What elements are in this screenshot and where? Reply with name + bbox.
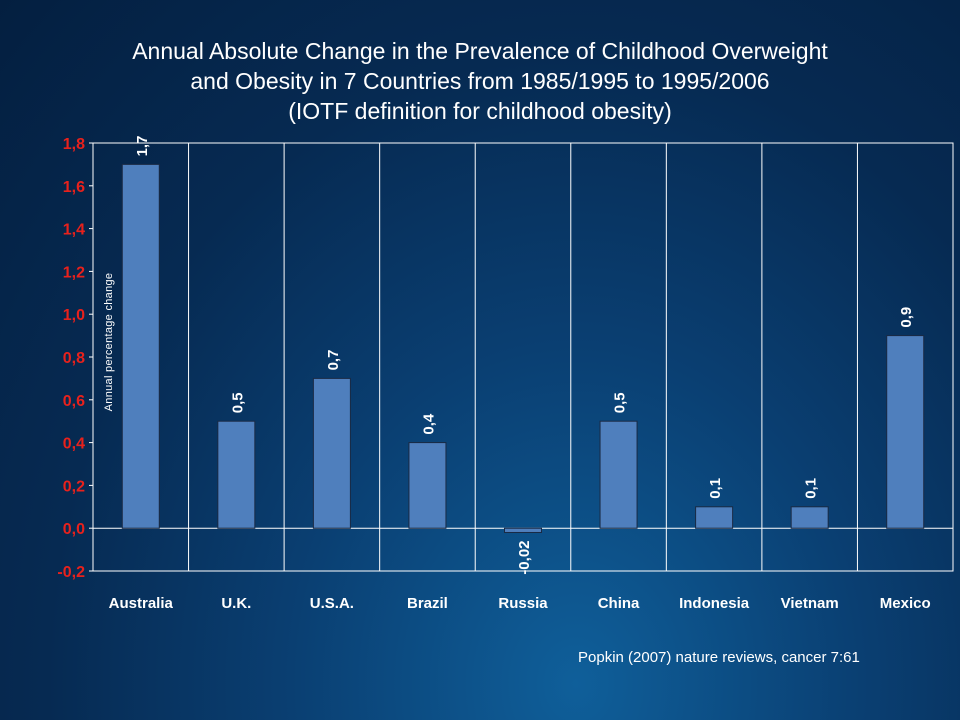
- bar-mexico: [886, 335, 925, 529]
- chart-title: Annual Absolute Change in the Prevalence…: [30, 36, 930, 126]
- y-tick-label: 1,4: [63, 222, 85, 239]
- bar-uk: [217, 420, 256, 529]
- y-tick-label: 0,0: [63, 521, 85, 538]
- value-label: 0,9: [898, 307, 915, 328]
- y-tick-label: 0,4: [63, 436, 85, 453]
- x-tick-label: Vietnam: [781, 595, 839, 612]
- bar-russia: [504, 527, 542, 533]
- y-axis-label: Annual percentage change: [103, 272, 115, 412]
- y-tick-label: 1,8: [63, 136, 85, 153]
- y-tick-label: 1,2: [63, 264, 85, 281]
- x-tick-label: Russia: [498, 595, 548, 612]
- x-tick-label: Brazil: [407, 595, 448, 612]
- value-label: 0,4: [420, 413, 437, 435]
- chart-title-line-2: and Obesity in 7 Countries from 1985/199…: [190, 68, 770, 94]
- value-label: 0,1: [803, 478, 820, 499]
- bar-vietnam: [790, 506, 829, 529]
- x-tick-label: U.K.: [221, 595, 251, 612]
- bar-australia: [121, 163, 160, 529]
- bar-china: [599, 420, 638, 529]
- x-tick-label: Australia: [109, 595, 174, 612]
- value-label: 0,1: [707, 478, 724, 499]
- bar-usa: [312, 377, 351, 529]
- y-tick-label: 0,2: [63, 478, 85, 495]
- y-tick-label: -0,2: [57, 564, 85, 581]
- x-tick-label: China: [598, 595, 640, 612]
- x-tick-label: Indonesia: [679, 595, 750, 612]
- y-tick-label: 0,6: [63, 393, 85, 410]
- chart-title-line-1: Annual Absolute Change in the Prevalence…: [132, 38, 828, 64]
- value-label: 1,7: [134, 136, 151, 157]
- bar-brazil: [408, 442, 447, 529]
- value-label: 0,5: [612, 392, 629, 413]
- x-tick-label: Mexico: [880, 595, 931, 612]
- value-label: 0,7: [325, 350, 342, 371]
- bar-indonesia: [695, 506, 734, 529]
- y-tick-label: 1,6: [63, 179, 85, 196]
- x-tick-label: U.S.A.: [310, 595, 354, 612]
- value-label: -0,02: [516, 540, 533, 574]
- y-tick-label: 1,0: [63, 307, 85, 324]
- y-tick-label: 0,8: [63, 350, 85, 367]
- value-label: 0,5: [229, 392, 246, 413]
- chart-title-line-3: (IOTF definition for childhood obesity): [288, 98, 672, 124]
- citation: Popkin (2007) nature reviews, cancer 7:6…: [578, 649, 860, 666]
